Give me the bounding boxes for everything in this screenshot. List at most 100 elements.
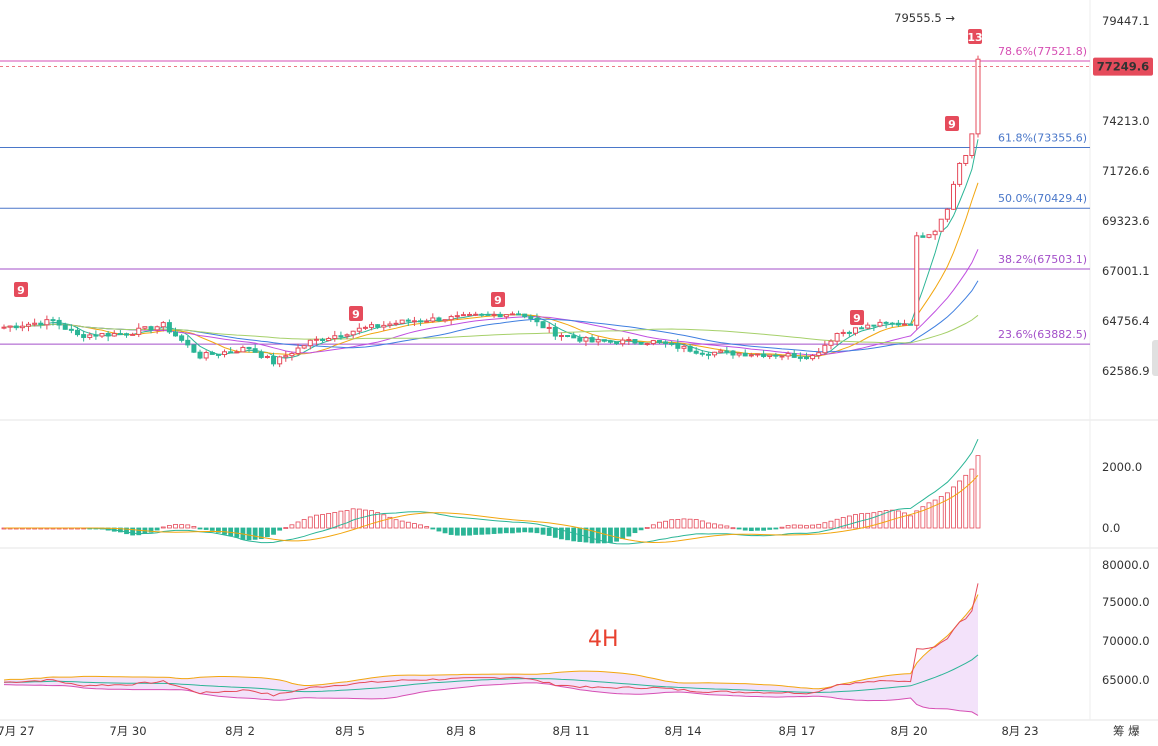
time-tick: 8月 8 xyxy=(446,724,476,738)
macd-bar xyxy=(657,521,662,529)
candle xyxy=(969,133,975,159)
candle xyxy=(99,332,105,339)
candle xyxy=(111,330,117,337)
band-lower xyxy=(3,682,979,716)
candle xyxy=(669,341,675,347)
candle xyxy=(497,311,503,318)
candle xyxy=(705,351,711,360)
time-axis: 7月 27 7月 30 8月 2 8月 5 8月 8 8月 11 8月 14 8月 17 8月 … xyxy=(0,724,1140,738)
macd-bar xyxy=(706,522,711,529)
candle xyxy=(681,344,687,353)
candle xyxy=(62,322,68,330)
macd-bar xyxy=(895,510,901,529)
macd-bar xyxy=(681,518,687,529)
macd-bar xyxy=(755,527,760,531)
candle xyxy=(148,325,154,334)
candle xyxy=(865,322,871,330)
price-tick: 79447.1 xyxy=(1102,14,1150,28)
macd-bar xyxy=(546,527,552,536)
candle xyxy=(583,336,589,347)
macd-bar xyxy=(853,514,858,529)
candle xyxy=(240,345,246,353)
sequential-badge: 9 xyxy=(850,310,864,325)
candle xyxy=(522,313,528,319)
candle xyxy=(540,320,546,329)
svg-text:9: 9 xyxy=(352,308,360,321)
macd-bar xyxy=(693,519,699,529)
macd-bar xyxy=(718,524,724,529)
candle xyxy=(418,318,424,326)
macd-bar xyxy=(160,526,166,529)
macd-bar xyxy=(485,527,491,535)
macd-bar xyxy=(442,527,448,534)
candle xyxy=(430,313,436,323)
candle xyxy=(859,325,865,330)
macd-bar xyxy=(338,510,344,529)
candle xyxy=(730,349,736,359)
candle xyxy=(1,324,7,330)
macd-bar xyxy=(742,527,748,531)
lower-price-line xyxy=(3,583,979,697)
candle xyxy=(258,349,264,359)
candle xyxy=(399,319,405,325)
macd-bar xyxy=(828,520,834,529)
macd-bar xyxy=(136,527,142,536)
candle xyxy=(271,352,277,367)
candle xyxy=(448,314,454,325)
candle xyxy=(871,324,877,332)
candle xyxy=(264,354,270,359)
time-tick: 8月 2 xyxy=(225,724,255,738)
candle xyxy=(289,351,295,361)
macd-bar xyxy=(736,527,742,530)
svg-text:77249.6: 77249.6 xyxy=(1097,60,1149,74)
candle xyxy=(209,350,215,355)
macd-bar xyxy=(277,527,283,531)
macd-bar xyxy=(583,527,589,543)
macd-bar xyxy=(846,515,852,529)
macd-bar xyxy=(381,514,387,529)
macd-panel: 2000.0 0.0 xyxy=(1,438,1142,545)
candle xyxy=(528,314,534,322)
candle xyxy=(687,343,693,353)
macd-bar xyxy=(148,527,154,533)
candle xyxy=(136,323,142,338)
macd-bar xyxy=(479,527,485,535)
macd-bar xyxy=(307,516,313,529)
macd-bar xyxy=(804,525,809,529)
side-panel-toggle[interactable] xyxy=(1152,340,1158,376)
candle xyxy=(442,319,448,323)
candle xyxy=(173,327,179,337)
macd-bar xyxy=(773,527,779,530)
time-tick: 8月 23 xyxy=(1001,724,1038,738)
candle xyxy=(834,332,840,346)
macd-bar xyxy=(350,508,356,529)
macd-bar xyxy=(363,509,368,529)
macd-bar xyxy=(222,527,227,535)
macd-bar xyxy=(951,486,956,529)
time-tick: 7月 27 xyxy=(0,724,35,738)
price-tick: 69323.6 xyxy=(1102,214,1150,228)
candle xyxy=(283,351,289,362)
candle xyxy=(840,329,846,337)
current-price-box: 77249.6 xyxy=(1093,57,1153,76)
macd-bar xyxy=(902,512,907,529)
time-tick: 7月 30 xyxy=(109,724,146,738)
macd-bar xyxy=(650,524,656,529)
candle xyxy=(785,351,791,360)
ma-line xyxy=(3,249,979,356)
candle xyxy=(68,324,74,334)
macd-bar xyxy=(614,527,619,542)
candle xyxy=(779,355,785,361)
candle xyxy=(589,334,595,343)
candle xyxy=(332,330,338,342)
macd-bar xyxy=(632,527,638,534)
macd-bar xyxy=(154,527,160,531)
candle xyxy=(326,336,332,342)
fib-label: 61.8%(73355.6) xyxy=(998,131,1087,144)
macd-bar xyxy=(638,527,644,531)
macd-bar xyxy=(166,525,172,529)
macd-bar xyxy=(320,514,325,529)
macd-bar xyxy=(761,527,766,531)
candle xyxy=(185,335,191,348)
